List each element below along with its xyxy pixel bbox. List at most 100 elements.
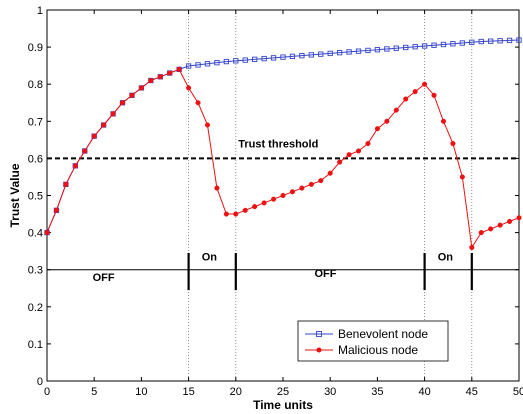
- x-tick-label: 5: [91, 386, 97, 398]
- x-axis-label: Time units: [253, 398, 313, 412]
- data-point: [355, 148, 362, 154]
- data-point: [412, 44, 418, 50]
- legend-swatch-marker: [316, 331, 322, 337]
- y-tick-label: 0.4: [28, 228, 43, 240]
- data-point: [204, 61, 211, 67]
- y-tick-label: 1: [37, 5, 43, 17]
- legend-label: Benevolent node: [338, 327, 428, 341]
- data-point: [403, 44, 409, 51]
- malicious-series: [44, 66, 522, 250]
- data-point: [101, 122, 107, 128]
- data-point: [233, 58, 239, 64]
- data-point: [488, 38, 494, 44]
- y-axis-ticks: 0 0.1 0.2 0.3 0.4 0.5 0.6 0.7 0.8 0.9 1: [28, 5, 519, 388]
- data-point: [488, 226, 494, 232]
- x-tick-label: 35: [371, 386, 383, 398]
- legend: Benevolent node Malicious node: [297, 320, 449, 362]
- phase-markers: [187, 253, 473, 291]
- data-point: [63, 181, 69, 187]
- legend-swatch-marker: [316, 347, 322, 353]
- x-tick-label: 15: [182, 386, 194, 398]
- data-point: [440, 41, 447, 48]
- y-tick-label: 0.7: [28, 116, 43, 128]
- data-point: [44, 230, 50, 236]
- data-point: [365, 47, 371, 54]
- data-point: [412, 89, 418, 95]
- data-point: [195, 62, 201, 68]
- data-point: [365, 141, 371, 147]
- x-tick-label: 0: [44, 386, 50, 398]
- reference-lines: [47, 157, 519, 271]
- data-point: [289, 53, 296, 60]
- series-layer: [44, 37, 522, 250]
- data-point: [242, 207, 248, 213]
- legend-box: [297, 320, 449, 362]
- y-tick-label: 0.3: [28, 265, 43, 277]
- data-point: [223, 211, 229, 217]
- vertical-dotted-lines: [188, 10, 473, 381]
- data-point: [167, 70, 173, 76]
- data-point: [148, 77, 154, 84]
- data-point: [261, 200, 267, 206]
- data-point: [195, 100, 201, 106]
- data-point: [431, 42, 437, 48]
- data-point: [280, 192, 286, 199]
- phase-label: OFF: [314, 268, 336, 280]
- legend-label: Malicious node: [338, 343, 418, 357]
- data-point: [507, 218, 513, 225]
- data-point: [223, 58, 230, 65]
- data-point: [422, 81, 428, 87]
- data-point: [374, 126, 380, 132]
- x-tick-label: 20: [230, 386, 242, 398]
- data-point: [459, 174, 465, 180]
- data-point: [91, 133, 97, 139]
- data-point: [393, 107, 399, 113]
- data-point: [478, 230, 484, 236]
- data-point: [497, 38, 503, 44]
- phase-label: OFF: [93, 272, 115, 284]
- data-point: [318, 178, 324, 184]
- data-point: [327, 170, 333, 176]
- data-point: [157, 74, 163, 80]
- data-point: [327, 50, 333, 57]
- y-tick-label: 0.5: [28, 191, 43, 203]
- data-point: [384, 118, 390, 124]
- data-point: [450, 41, 456, 47]
- data-point: [186, 85, 192, 91]
- data-point: [289, 189, 295, 195]
- y-tick-label: 0.6: [28, 153, 43, 165]
- trust-threshold-label: Trust threshold: [238, 138, 318, 150]
- data-point: [82, 148, 88, 154]
- y-tick-label: 0.9: [28, 42, 43, 54]
- phase-label: On: [438, 251, 454, 263]
- data-point: [299, 52, 305, 59]
- data-point: [403, 96, 409, 102]
- y-tick-label: 0: [37, 376, 43, 388]
- y-tick-label: 0.1: [28, 339, 43, 351]
- data-point: [440, 118, 447, 124]
- data-point: [233, 211, 239, 217]
- data-point: [336, 50, 343, 56]
- data-point: [204, 122, 211, 128]
- data-point: [459, 40, 466, 46]
- data-point: [469, 39, 475, 45]
- data-point: [393, 45, 399, 51]
- data-point: [252, 204, 258, 210]
- data-point: [346, 49, 352, 55]
- data-point: [242, 57, 248, 63]
- data-point: [374, 47, 381, 53]
- data-point: [214, 185, 220, 191]
- data-point: [138, 85, 144, 91]
- data-point: [469, 244, 475, 250]
- data-point: [271, 196, 277, 202]
- data-point: [214, 60, 220, 66]
- data-point: [346, 152, 352, 158]
- x-tick-label: 50: [513, 386, 523, 398]
- data-point: [516, 215, 522, 221]
- data-point: [110, 111, 116, 117]
- data-point: [318, 51, 324, 57]
- data-point: [270, 55, 277, 61]
- data-point: [185, 63, 192, 69]
- data-point: [129, 92, 135, 98]
